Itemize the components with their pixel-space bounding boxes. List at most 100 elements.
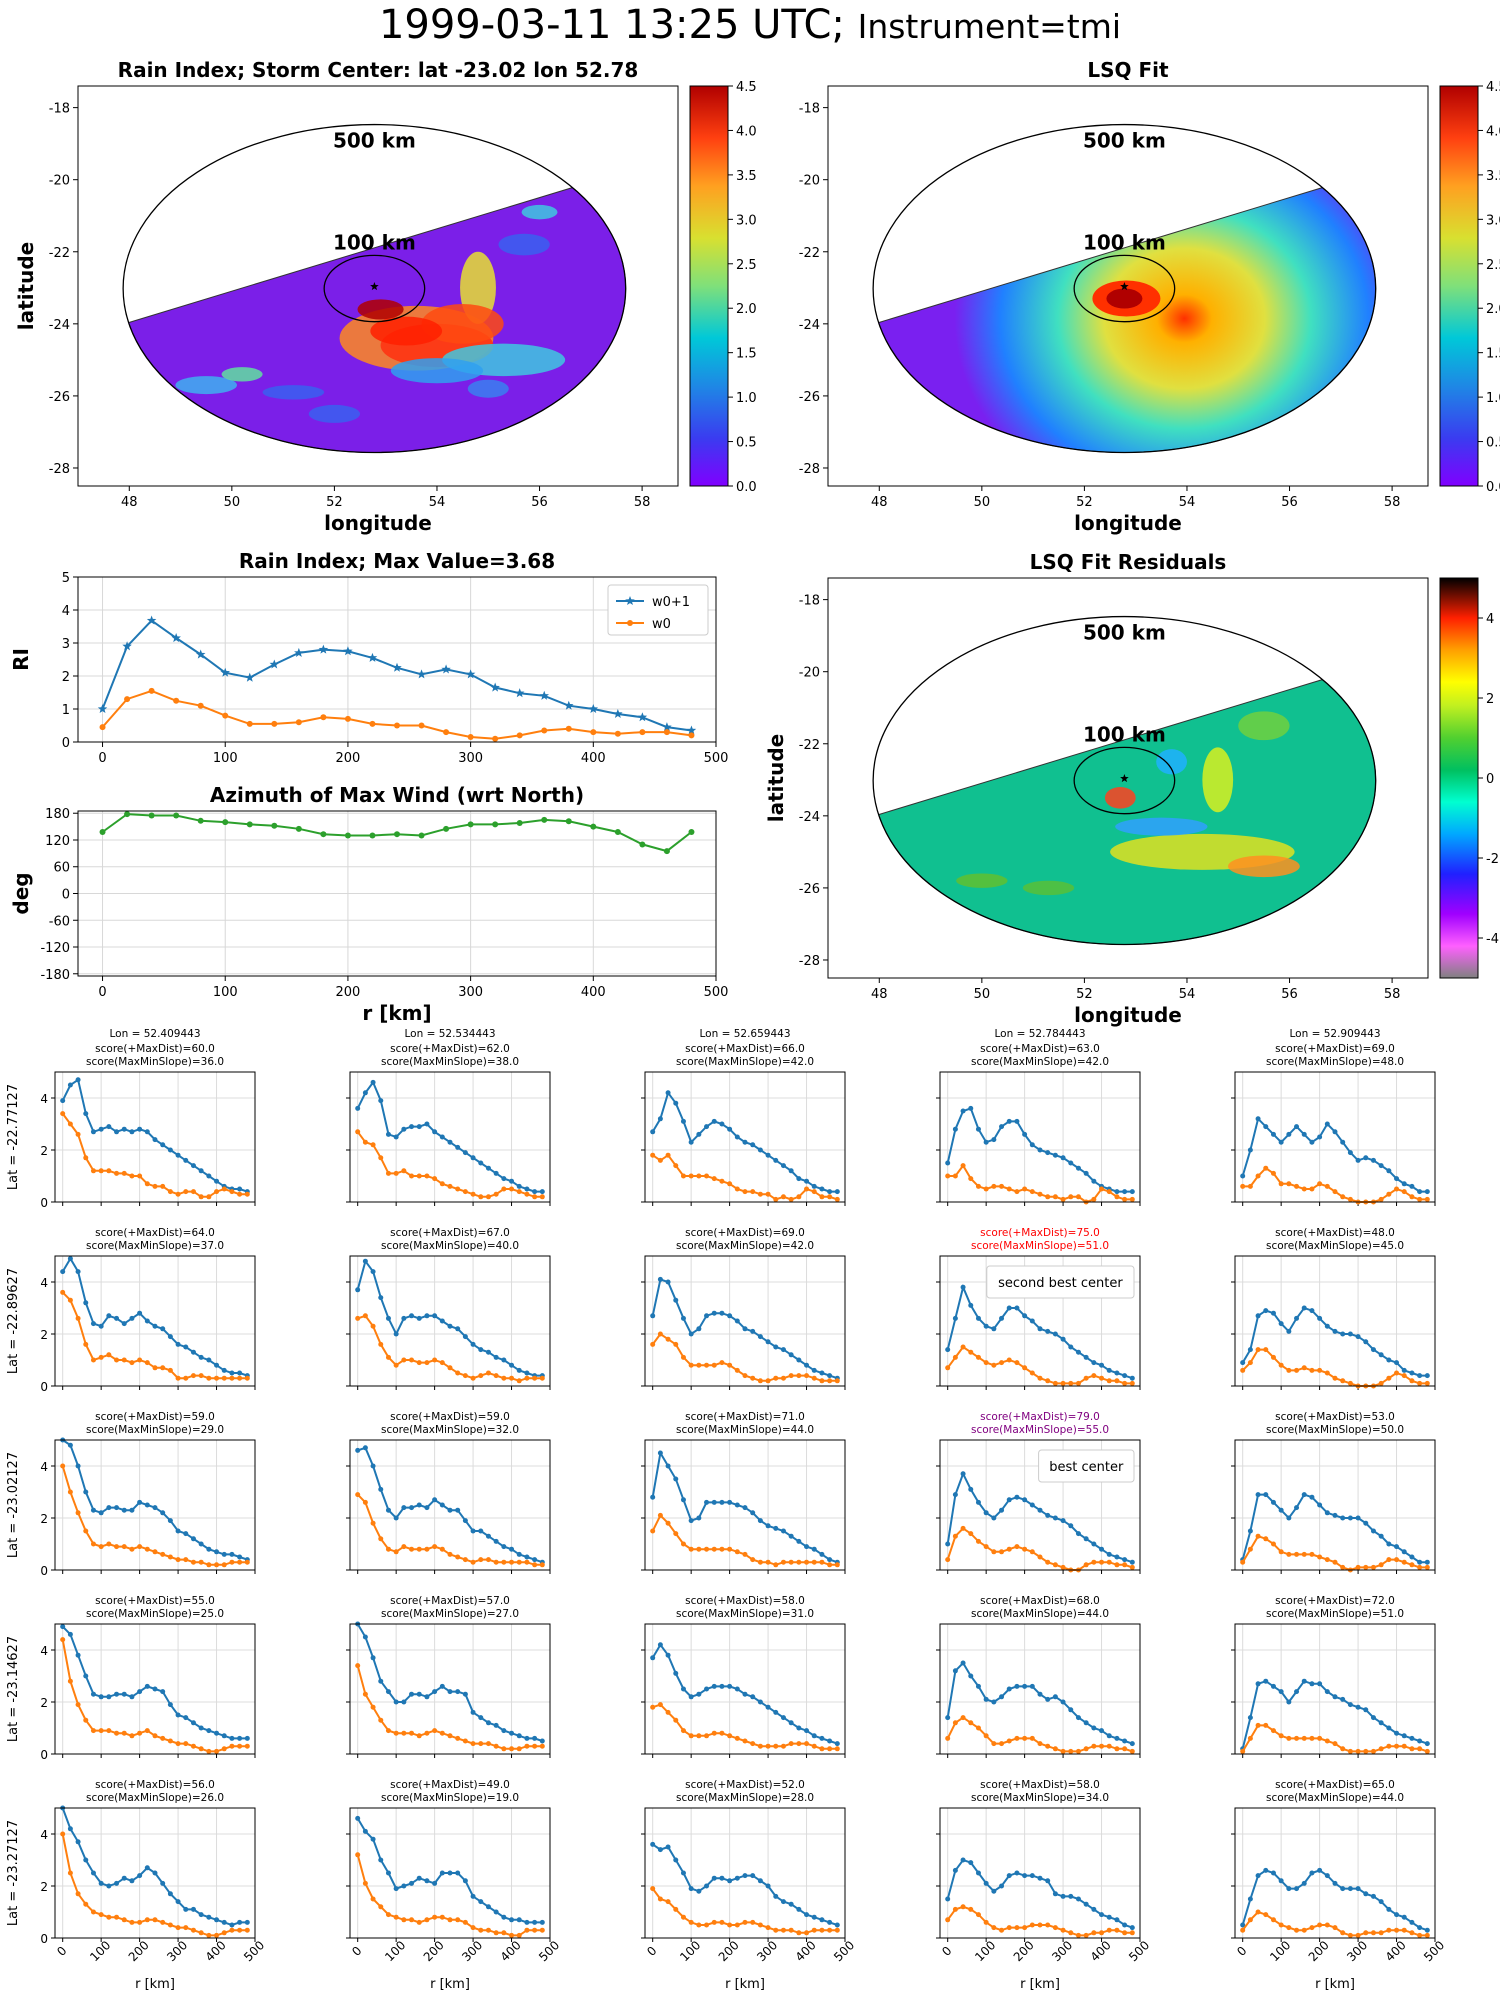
axes-frame (1234, 1807, 1436, 1939)
profile-line (1241, 1493, 1428, 1564)
y-tick-label: -24 (799, 318, 820, 333)
profile-point (478, 1927, 484, 1933)
profile-point (1332, 1880, 1338, 1886)
profile-point (1022, 1313, 1028, 1319)
profile-point (362, 1258, 368, 1264)
profile-point (742, 1738, 748, 1744)
profile-point (485, 1349, 491, 1355)
panel-score-maxdist: score(+MaxDist)=65.0 (1275, 1779, 1395, 1791)
profile-point (804, 1912, 810, 1918)
profile-point (983, 1544, 989, 1550)
profile-point (773, 1525, 779, 1531)
profile-point (1347, 1196, 1353, 1202)
profile-point (106, 1505, 112, 1511)
profile-point (804, 1544, 810, 1550)
profile-point (214, 1748, 220, 1754)
profile-point (424, 1121, 430, 1127)
profile-point (355, 1852, 361, 1858)
figure-title-main: 1999-03-11 13:25 UTC; (378, 2, 845, 48)
profile-line (651, 1888, 838, 1934)
profile-point (734, 1318, 740, 1324)
colorbar-tick-label: 4.5 (1486, 80, 1500, 95)
axes-frame (349, 1071, 551, 1203)
profile-point (1424, 1927, 1430, 1933)
x-tick-label: 300 (458, 751, 483, 766)
profile-point (1052, 1194, 1058, 1200)
profile-point (1060, 1699, 1066, 1705)
profile-point (401, 1730, 407, 1736)
profile-point (75, 1891, 81, 1897)
profile-point (1301, 1551, 1307, 1557)
profile-point (524, 1375, 530, 1381)
profile-point (106, 1124, 112, 1130)
data-point (688, 732, 695, 739)
axes-frame (644, 1807, 846, 1939)
profile-point (501, 1357, 507, 1363)
profile-point (83, 1341, 89, 1347)
profile-point (1045, 1150, 1051, 1156)
profile-point (1247, 1896, 1253, 1902)
profile-point (780, 1559, 786, 1565)
profile-point (945, 1715, 951, 1721)
profile-point (680, 1870, 686, 1876)
profile-point (819, 1370, 825, 1376)
profile-point (960, 1284, 966, 1290)
profile-point (1114, 1378, 1120, 1384)
profile-point (532, 1189, 538, 1195)
profile-point (455, 1870, 461, 1876)
colorbar-tick-label: 0.5 (1486, 436, 1500, 451)
panel-score-maxminslope: score(MaxMinSlope)=45.0 (1266, 1240, 1404, 1252)
profile-point (1029, 1735, 1035, 1741)
profile-point (983, 1733, 989, 1739)
profile-point (362, 1880, 368, 1886)
profile-point (773, 1743, 779, 1749)
profile-point (1091, 1725, 1097, 1731)
profile-point (60, 1624, 66, 1630)
profile-point (214, 1189, 220, 1195)
data-point (394, 831, 400, 838)
profile-point (67, 1489, 73, 1495)
profile-point (114, 1357, 120, 1363)
profile-point (485, 1194, 491, 1200)
colorbar-tick-label: 0.0 (1486, 480, 1500, 495)
map-title: LSQ Fit Residuals (1030, 550, 1227, 574)
residual-cell (1202, 747, 1234, 813)
profile-point (378, 1904, 384, 1910)
profile-point (493, 1722, 499, 1728)
profile-point (1409, 1554, 1415, 1560)
profile-point (1424, 1932, 1430, 1938)
profile-point (711, 1683, 717, 1689)
profile-point (945, 1365, 951, 1371)
profile-point (1394, 1370, 1400, 1376)
profile-point (183, 1925, 189, 1931)
profile-point (1240, 1922, 1246, 1928)
profile-point (532, 1562, 538, 1568)
profile-point (1347, 1331, 1353, 1337)
legend-box (986, 1265, 1135, 1299)
panel-score-maxminslope: score(MaxMinSlope)=42.0 (676, 1240, 814, 1252)
profile-point (1340, 1886, 1346, 1892)
profile-point (796, 1194, 802, 1200)
profile-point (198, 1541, 204, 1547)
profile-point (1309, 1681, 1315, 1687)
profile-point (121, 1691, 127, 1697)
profile-point (1091, 1930, 1097, 1936)
profile-point (773, 1927, 779, 1933)
profile-point (1263, 1124, 1269, 1130)
profile-point (1255, 1347, 1261, 1353)
profile-point (999, 1360, 1005, 1366)
profile-point (1037, 1326, 1043, 1332)
profile-point (742, 1551, 748, 1557)
profile-point (1083, 1932, 1089, 1938)
profile-point (750, 1919, 756, 1925)
profile-point (804, 1178, 810, 1184)
profile-point (424, 1313, 430, 1319)
y-tick-label: -18 (799, 594, 820, 609)
profile-point (67, 1256, 73, 1262)
profile-point (439, 1914, 445, 1920)
profile-point (424, 1694, 430, 1700)
profile-point (1286, 1515, 1292, 1521)
profile-point (673, 1670, 679, 1676)
profile-point (1370, 1157, 1376, 1163)
